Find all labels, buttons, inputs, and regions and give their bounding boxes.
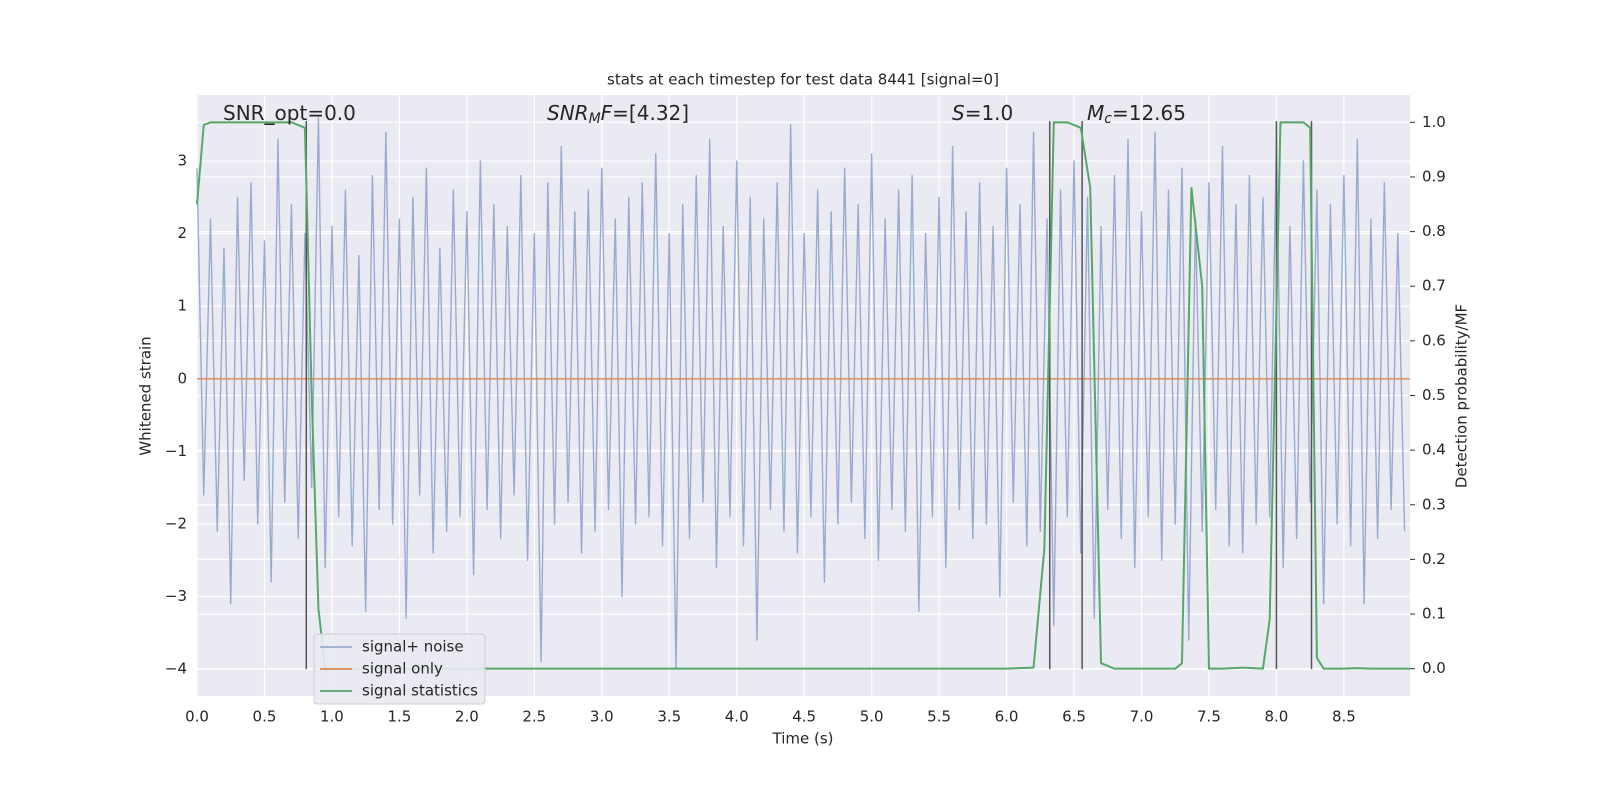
series-line [196, 116, 1406, 670]
chart-title: stats at each timestep for test data 844… [607, 71, 999, 89]
y2-tick-label: 0.1 [1422, 605, 1446, 623]
y-tick-label: −1 [165, 442, 187, 460]
y-tick-label: 0 [177, 369, 187, 387]
y2-tick-label: 0.4 [1422, 441, 1446, 459]
annotation-subscript: c [1104, 111, 1112, 127]
x-tick-label: 0.0 [185, 708, 209, 726]
annotation-text: S [952, 101, 965, 125]
x-tick-label: 0.5 [253, 708, 277, 726]
annotation: SNRMF=[4.32] [547, 101, 689, 128]
annotation-text: F [601, 101, 613, 125]
annotations: SNR_opt=0.0 SNRMF=[4.32] S=1.0 Mc=12.65 [223, 101, 1186, 128]
y-tick-label: −4 [165, 660, 187, 678]
x-tick-label: 7.0 [1130, 708, 1154, 726]
annotation: Mc=12.65 [1087, 101, 1186, 128]
marks [196, 116, 1410, 670]
x-tick-label: 1.5 [387, 708, 411, 726]
x-tick-label: 5.0 [860, 708, 884, 726]
legend: signal+ noise signal only signal statistic… [313, 633, 486, 705]
y2-tick-label: 0.0 [1422, 659, 1446, 677]
y2-tick-label: 1.0 [1422, 113, 1446, 131]
annotation-text: =1.0 [965, 101, 1014, 125]
y2-tick-label: 0.8 [1422, 222, 1446, 240]
y2-tick-label: 0.7 [1422, 277, 1446, 295]
x-tick-label: 5.5 [927, 708, 951, 726]
x-tick-label: 8.5 [1332, 708, 1356, 726]
annotation-subscript: M [589, 111, 601, 127]
y2-tick-label: 0.9 [1422, 167, 1446, 185]
x-tick-label: 4.0 [725, 708, 749, 726]
annotation-text: SNR [547, 101, 589, 125]
x-tick-label: 6.0 [995, 708, 1019, 726]
legend-label: signal statistics [362, 682, 478, 700]
annotation-text: M [1087, 101, 1104, 125]
x-axis-label: Time (s) [772, 730, 834, 748]
legend-label: signal only [362, 660, 443, 678]
x-tick-label: 8.0 [1264, 708, 1288, 726]
y-tick-label: −2 [165, 514, 187, 532]
annotation-text: =12.65 [1112, 101, 1186, 125]
annotation: S=1.0 [952, 101, 1013, 125]
x-tick-label: 1.0 [320, 708, 344, 726]
y-tick-label: 1 [177, 297, 187, 315]
y2-tick-label: 0.6 [1422, 331, 1446, 349]
annotation-text: SNR_opt=0.0 [223, 101, 356, 125]
y-tick-label: −3 [165, 587, 187, 605]
annotation-text: =[4.32] [612, 101, 689, 125]
y-axis-label: Whitened strain [137, 336, 155, 455]
x-tick-label: 6.5 [1062, 708, 1086, 726]
x-tick-label: 7.5 [1197, 708, 1221, 726]
x-tick-label: 3.5 [657, 708, 681, 726]
x-tick-label: 3.0 [590, 708, 614, 726]
y2-tick-label: 0.5 [1422, 386, 1446, 404]
annotation: SNR_opt=0.0 [223, 101, 356, 125]
y2-tick-label: 0.2 [1422, 550, 1446, 568]
x-tick-label: 2.5 [522, 708, 546, 726]
x-tick-label: 2.0 [455, 708, 479, 726]
series-line [196, 121, 1410, 670]
x-tick-label: 4.5 [792, 708, 816, 726]
y2-axis-label: Detection probability/MF [1453, 304, 1471, 488]
legend-box [313, 633, 486, 705]
y-tick-label: 2 [177, 224, 187, 242]
y-tick-label: 3 [177, 152, 187, 170]
legend-label: signal+ noise [362, 638, 464, 656]
y2-tick-label: 0.3 [1422, 495, 1446, 513]
